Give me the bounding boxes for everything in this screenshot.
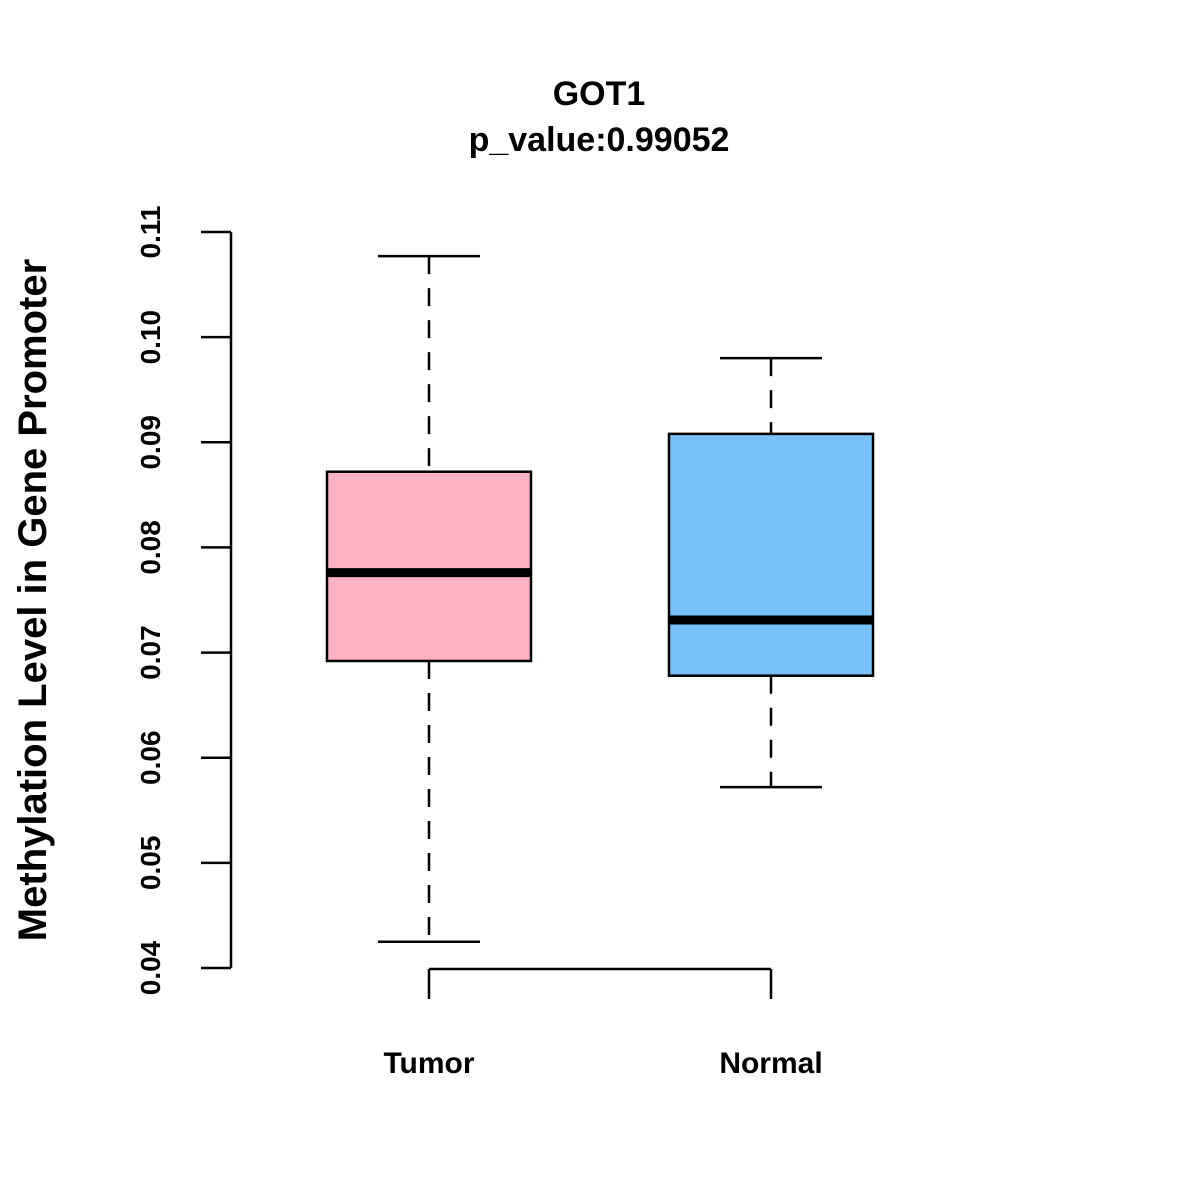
y-tick-label: 0.06 — [135, 730, 166, 785]
y-tick-label: 0.05 — [135, 836, 166, 891]
y-tick-label: 0.11 — [135, 206, 166, 259]
box-tumor — [325, 254, 533, 943]
y-tick-label: 0.08 — [135, 520, 166, 575]
x-tick-label: Normal — [719, 1047, 822, 1080]
x-tick-label: Tumor — [383, 1047, 474, 1080]
y-tick-label: 0.04 — [135, 940, 166, 995]
y-axis: 0.04 0.05 0.06 0.07 0.08 0.09 0.10 0.11 — [135, 206, 233, 995]
boxes — [325, 254, 875, 943]
chart-subtitle: p_value:0.99052 — [469, 121, 730, 159]
y-tick-label: 0.07 — [135, 625, 166, 680]
chart-title: GOT1 — [553, 75, 646, 113]
iqr-box — [325, 470, 533, 663]
y-tick-label: 0.10 — [135, 310, 166, 365]
y-axis-label: Methylation Level in Gene Promoter — [11, 259, 55, 941]
iqr-box — [667, 432, 875, 677]
y-tick-label: 0.09 — [135, 415, 166, 470]
box-normal — [667, 356, 875, 789]
x-axis: Tumor Normal — [383, 967, 823, 1080]
